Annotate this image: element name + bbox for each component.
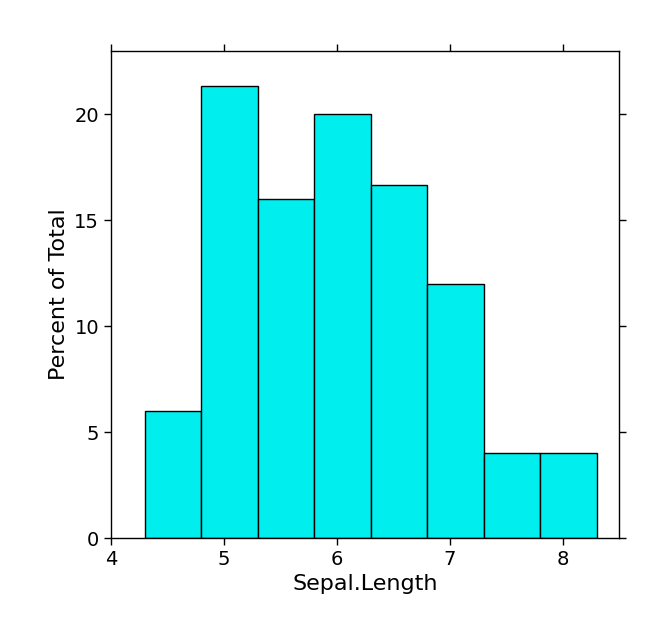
Bar: [484, 453, 541, 538]
X-axis label: Sepal.Length: Sepal.Length: [292, 574, 438, 594]
Y-axis label: Percent of Total: Percent of Total: [49, 208, 68, 380]
Bar: [541, 453, 597, 538]
Bar: [201, 86, 258, 538]
Bar: [145, 411, 201, 538]
Bar: [371, 185, 427, 538]
Bar: [427, 284, 484, 538]
Bar: [314, 114, 371, 538]
Bar: [258, 199, 314, 538]
